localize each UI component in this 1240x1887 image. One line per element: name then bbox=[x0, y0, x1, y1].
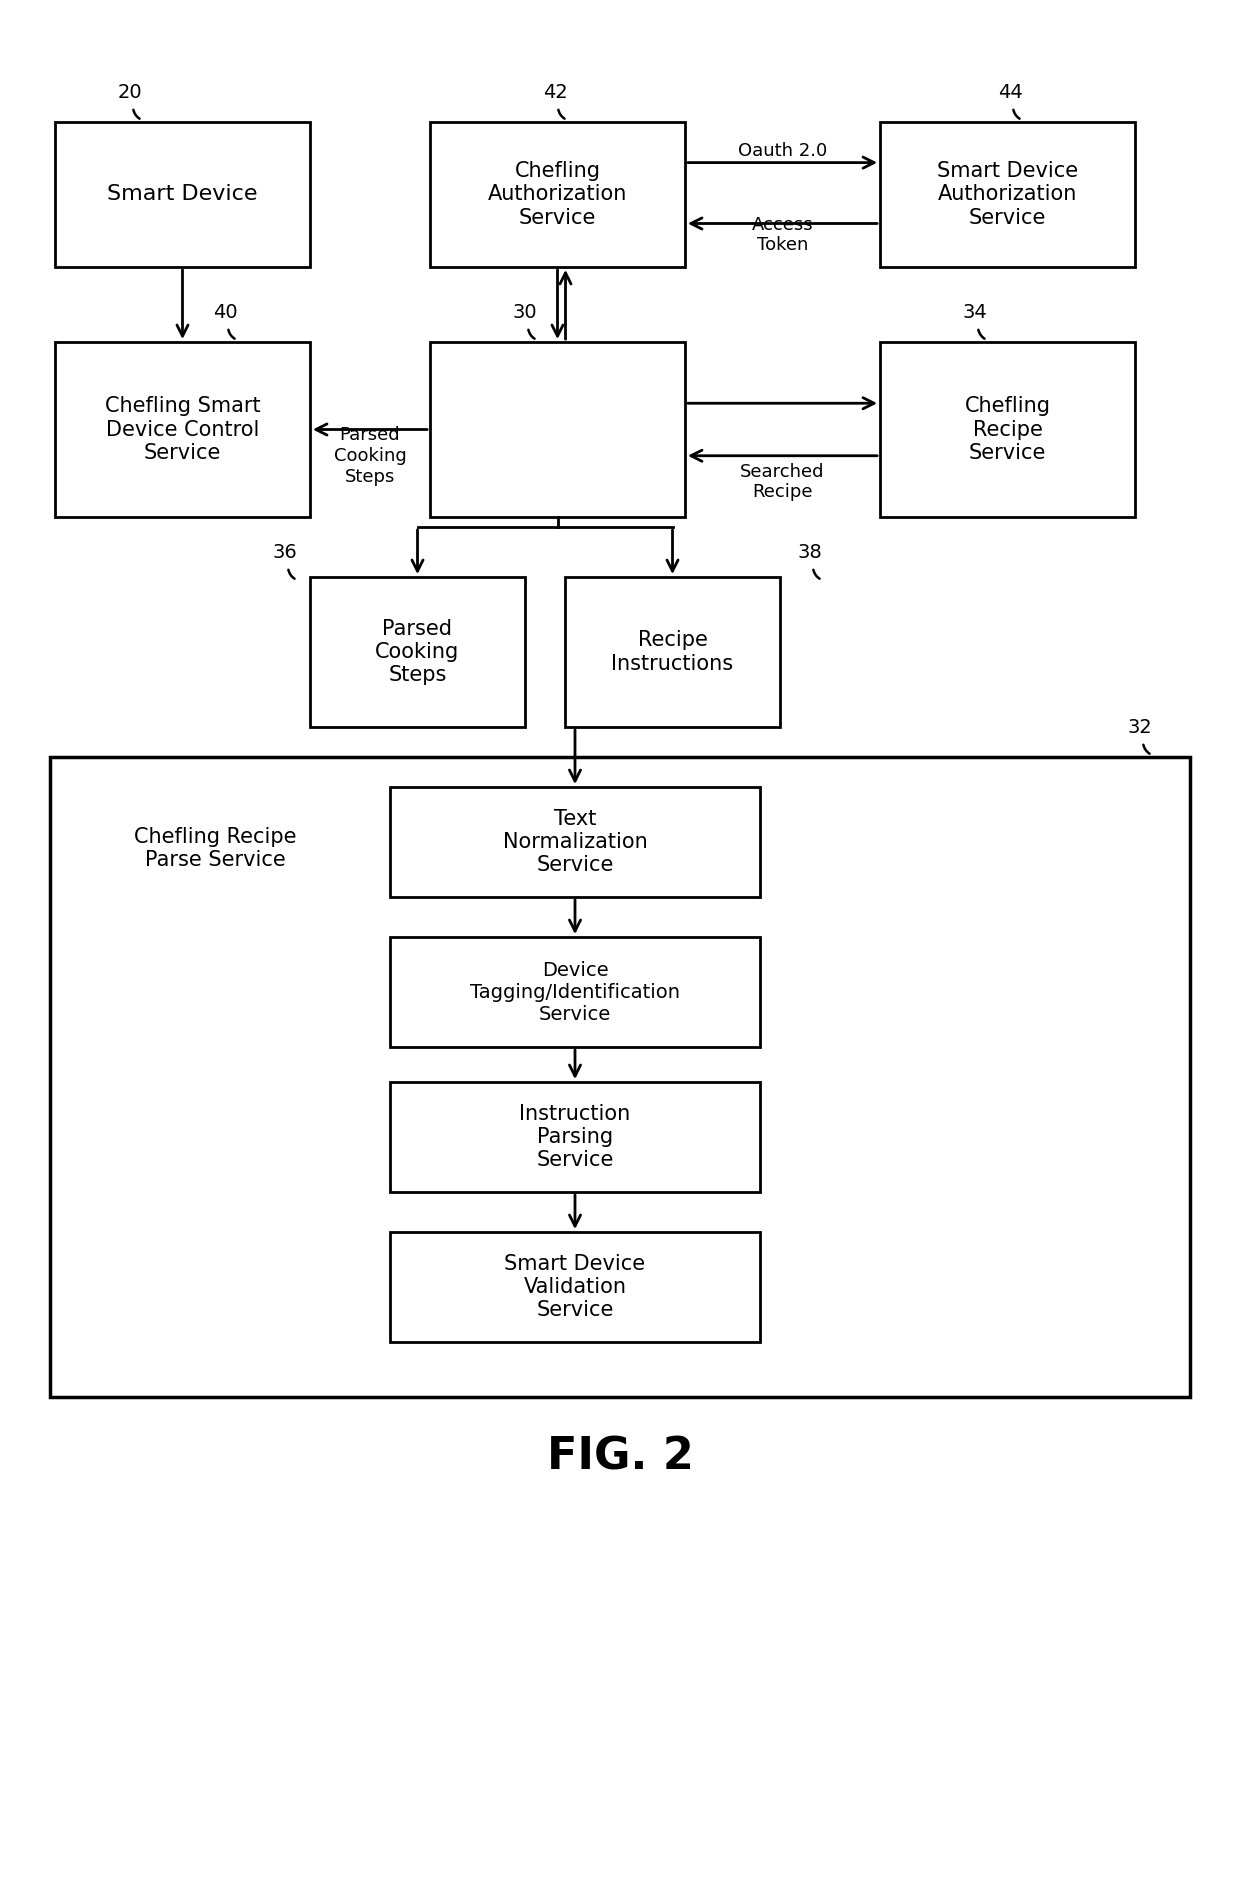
Text: Device
Tagging/Identification
Service: Device Tagging/Identification Service bbox=[470, 960, 680, 1023]
Text: Searched
Recipe: Searched Recipe bbox=[740, 462, 825, 502]
Text: Chefling Smart
Device Control
Service: Chefling Smart Device Control Service bbox=[104, 396, 260, 462]
Bar bbox=[391, 1232, 760, 1342]
Bar bbox=[430, 123, 684, 266]
Bar bbox=[391, 787, 760, 896]
Bar bbox=[565, 577, 780, 726]
Text: Instruction
Parsing
Service: Instruction Parsing Service bbox=[520, 1104, 631, 1170]
Text: 42: 42 bbox=[543, 83, 568, 102]
Text: Chefling
Recipe
Service: Chefling Recipe Service bbox=[965, 396, 1050, 462]
Text: Smart Device: Smart Device bbox=[107, 185, 258, 204]
Text: FIG. 2: FIG. 2 bbox=[547, 1436, 693, 1479]
Text: 20: 20 bbox=[118, 83, 143, 102]
Text: Oauth 2.0: Oauth 2.0 bbox=[738, 142, 827, 160]
Text: Smart Device
Validation
Service: Smart Device Validation Service bbox=[505, 1253, 646, 1321]
Text: 30: 30 bbox=[512, 304, 537, 323]
Text: Text
Normalization
Service: Text Normalization Service bbox=[502, 810, 647, 876]
Text: Parsed
Cooking
Steps: Parsed Cooking Steps bbox=[334, 426, 407, 485]
Bar bbox=[430, 342, 684, 517]
Text: Chefling
Authorization
Service: Chefling Authorization Service bbox=[487, 160, 627, 228]
Bar bbox=[55, 342, 310, 517]
Text: 44: 44 bbox=[998, 83, 1022, 102]
Bar bbox=[391, 938, 760, 1047]
Text: Parsed
Cooking
Steps: Parsed Cooking Steps bbox=[376, 619, 460, 685]
Text: Chefling Recipe
Parse Service: Chefling Recipe Parse Service bbox=[134, 827, 296, 870]
Bar bbox=[50, 757, 1190, 1396]
Text: Recipe
Instructions: Recipe Instructions bbox=[611, 630, 734, 674]
Text: 38: 38 bbox=[797, 543, 822, 562]
Bar bbox=[391, 1081, 760, 1193]
Bar bbox=[310, 577, 525, 726]
Text: Access
Token: Access Token bbox=[751, 215, 813, 255]
Text: 40: 40 bbox=[213, 304, 237, 323]
Text: 36: 36 bbox=[273, 543, 298, 562]
Bar bbox=[880, 123, 1135, 266]
Text: 32: 32 bbox=[1127, 717, 1152, 738]
Bar bbox=[55, 123, 310, 266]
Text: Smart Device
Authorization
Service: Smart Device Authorization Service bbox=[937, 160, 1078, 228]
Text: 34: 34 bbox=[962, 304, 987, 323]
Bar bbox=[880, 342, 1135, 517]
